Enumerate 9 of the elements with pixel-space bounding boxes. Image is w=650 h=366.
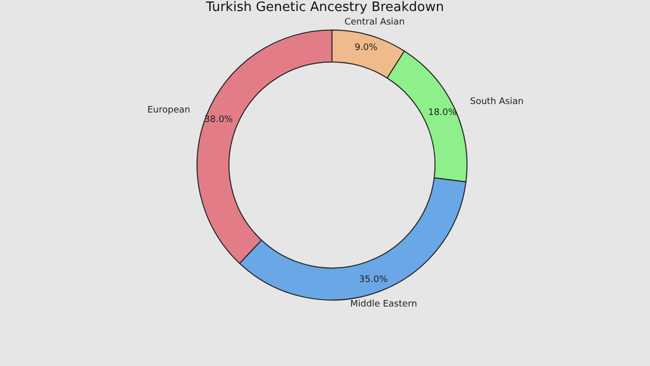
chart-title: Turkish Genetic Ancestry Breakdown [205,0,444,15]
data-label: 38.0% [204,115,234,126]
slice-label: Central Asian [344,17,405,28]
data-label: 18.0% [428,108,458,118]
slice-label: Middle Eastern [350,300,418,310]
data-label: 9.0% [354,42,378,53]
slice-label: European [147,105,190,116]
data-label: 35.0% [359,274,388,285]
slice-label: South Asian [470,96,524,107]
